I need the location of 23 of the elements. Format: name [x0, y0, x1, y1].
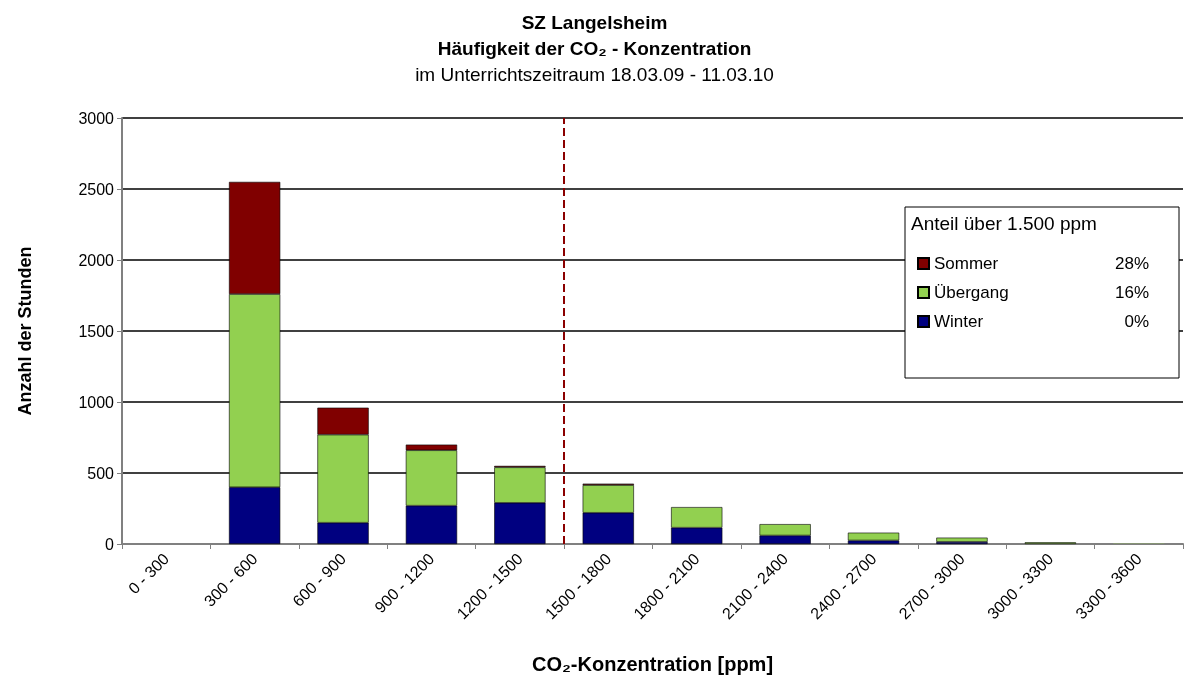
annotation: 0% — [1124, 312, 1149, 331]
y-tick-label: 500 — [87, 464, 115, 482]
annotation: 16% — [1114, 283, 1149, 302]
legend-label: Winter — [934, 312, 984, 331]
x-tick-label: 0 - 300 — [125, 549, 173, 598]
bar — [847, 532, 900, 541]
annotation: 28% — [1114, 254, 1149, 273]
y-tick-label: 2500 — [78, 180, 115, 198]
y-tick-label: 0 — [105, 535, 115, 553]
chart-subtitle: im Unterrichtszeitraum 18.03.09 - 11.03.10 — [415, 64, 774, 85]
legend-label: Übergang — [934, 283, 1009, 302]
legend-label: Sommer — [934, 254, 999, 273]
y-tick-label: 1500 — [78, 322, 115, 340]
y-tick-label: 1000 — [78, 393, 115, 411]
bar — [936, 537, 988, 542]
y-axis-title: Anzahl der Stunden — [15, 246, 35, 416]
y-tick-label: 3000 — [78, 109, 115, 127]
legend-title: Anteil über 1.500 ppm — [911, 213, 1097, 234]
chart-title: SZ Langelsheim Häufigkeit der CO₂ - Konzentration — [437, 11, 752, 59]
y-tick-label: 2000 — [78, 251, 115, 269]
x-tick-label: 300 - 600 — [200, 549, 261, 610]
x-tick-label: 600 - 900 — [289, 549, 350, 610]
x-axis-title: CO₂-Konzentration [ppm] — [531, 653, 774, 675]
